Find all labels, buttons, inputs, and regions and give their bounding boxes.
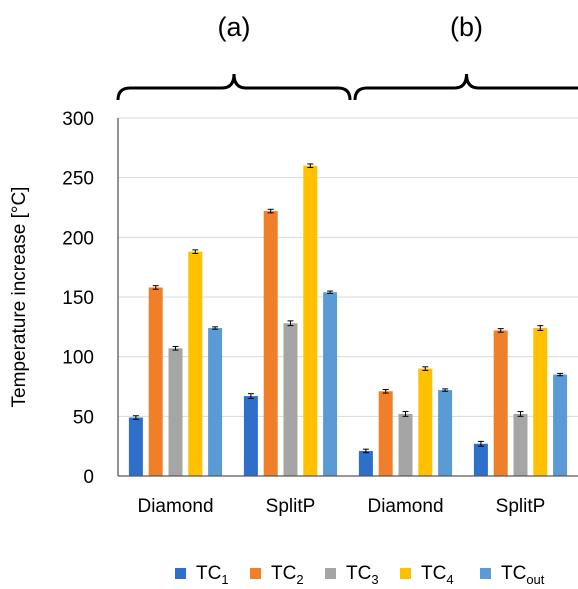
x-tick-label: Diamond	[367, 496, 443, 517]
x-tick-label: Diamond	[137, 496, 213, 517]
x-tick-labels: Diamond SplitP Diamond SplitP	[137, 496, 545, 517]
y-tick-label: 0	[83, 467, 94, 488]
bar-tc2-1	[263, 211, 278, 476]
y-tick-label: 100	[62, 348, 94, 369]
legend-label: TC1	[196, 563, 229, 587]
bar-tc4-3	[533, 328, 548, 476]
bar-tcout-0	[208, 328, 223, 476]
y-tick-labels: 0 50 100 150 200 250 300	[62, 109, 94, 488]
bar-tc1-2	[358, 450, 373, 476]
bar-tc4-2	[418, 368, 433, 476]
bar-tc1-0	[128, 417, 143, 476]
legend-label: TC3	[346, 563, 379, 587]
bar-tcout-3	[553, 374, 568, 476]
legend-label: TC2	[271, 563, 304, 587]
group-brace	[353, 73, 578, 101]
bar-tc2-2	[378, 391, 393, 476]
legend-swatch	[480, 568, 491, 579]
bar-tc2-3	[493, 330, 508, 476]
bar-tcout-2	[438, 390, 453, 476]
legend-label: TCout	[501, 563, 545, 587]
legend: TC1 TC2 TC3 TC4 TCout	[175, 563, 545, 587]
y-tick-label: 200	[62, 228, 94, 249]
bar-tc3-0	[168, 348, 183, 476]
y-tick-label: 50	[73, 407, 94, 428]
error-bars	[132, 163, 564, 454]
legend-swatch	[175, 568, 186, 579]
bar-tcout-1	[323, 292, 338, 476]
group-label: (b)	[450, 12, 483, 42]
x-tick-label: SplitP	[496, 496, 546, 517]
group-braces	[116, 73, 578, 101]
group-labels: (a) (b)	[218, 12, 484, 42]
legend-swatch	[250, 568, 261, 579]
legend-swatch	[400, 568, 411, 579]
bar-tc3-3	[513, 413, 528, 476]
gridlines	[118, 117, 578, 417]
bar-tc3-1	[283, 323, 298, 476]
bar-tc2-0	[148, 287, 163, 476]
bars	[128, 165, 568, 476]
bar-tc4-0	[188, 251, 203, 476]
y-tick-label: 300	[62, 109, 94, 130]
legend-label: TC4	[421, 563, 454, 587]
x-tick-label: SplitP	[266, 496, 316, 517]
y-tick-label: 250	[62, 169, 94, 190]
y-tick-label: 150	[62, 288, 94, 309]
legend-swatch	[325, 568, 336, 579]
bar-tc1-1	[243, 396, 258, 476]
group-label: (a)	[218, 12, 251, 42]
bar-tc4-1	[303, 165, 318, 476]
group-brace	[116, 73, 352, 101]
bar-tc1-3	[473, 443, 488, 476]
y-axis-label: Temperature increase [°C]	[9, 187, 30, 408]
bar-tc3-2	[398, 413, 413, 476]
